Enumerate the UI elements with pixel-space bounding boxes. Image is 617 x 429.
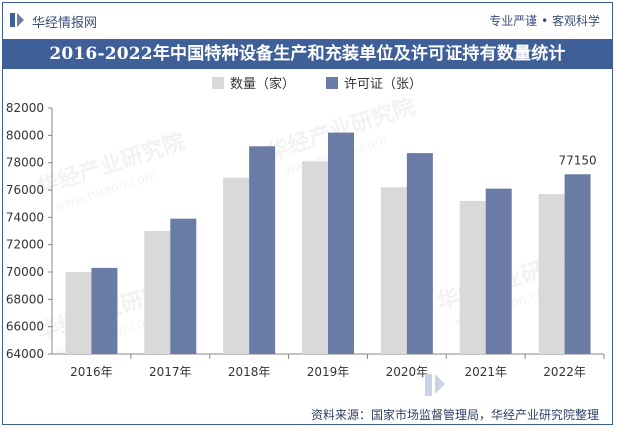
y-tick-label: 66000: [6, 320, 44, 334]
chart-title: 2016-2022年中国特种设备生产和充装单位及许可证持有数量统计: [3, 39, 612, 69]
legend-swatch-1: [326, 77, 338, 89]
bar-count-1: [144, 231, 171, 354]
x-tick-label: 2016年: [70, 365, 113, 379]
y-tick-label: 70000: [6, 265, 44, 279]
top-bar: 华经情报网 专业严谨 • 客观科学: [3, 3, 612, 39]
source-note: 资料来源：国家市场监督管理局，华经产业研究院整理: [310, 408, 599, 422]
x-tick-label: 2017年: [149, 365, 192, 379]
legend-label-1: 许可证（张）: [344, 77, 422, 92]
x-tick-label: 2019年: [307, 365, 350, 379]
bar-license-2: [249, 146, 276, 354]
bar-count-6: [538, 194, 565, 354]
bar-count-3: [302, 161, 328, 354]
y-tick-label: 72000: [6, 238, 44, 252]
bar-license-0: [91, 267, 118, 354]
y-tick-label: 76000: [6, 183, 44, 197]
bar-count-0: [65, 272, 92, 354]
bar-count-2: [223, 177, 250, 354]
x-tick-label: 2020年: [386, 365, 429, 379]
y-tick-label: 80000: [6, 128, 44, 142]
y-tick-label: 68000: [6, 292, 44, 306]
brand-logo-icon: [10, 13, 24, 27]
legend-label-0: 数量（家）: [230, 76, 295, 92]
bar-count-5: [459, 200, 486, 354]
y-tick-label: 82000: [6, 101, 44, 115]
bar-license-6: [564, 174, 591, 354]
legend-swatch-0: [212, 77, 224, 89]
bar-license-4: [406, 153, 433, 354]
bar-count-4: [380, 187, 407, 354]
x-tick-label: 2022年: [543, 365, 586, 379]
brand-slogan: 专业严谨 • 客观科学: [489, 14, 600, 28]
y-tick-label: 74000: [6, 210, 44, 224]
watermark-logo-icon: [425, 374, 445, 396]
y-tick-label: 64000: [6, 347, 44, 361]
bar-license-5: [485, 188, 512, 354]
bar-license-1: [170, 218, 197, 354]
data-label: 77150: [558, 153, 596, 167]
x-tick-label: 2018年: [228, 365, 271, 379]
bar-license-3: [328, 132, 354, 354]
y-tick-label: 78000: [6, 156, 44, 170]
brand-name: 华经情报网: [32, 16, 98, 31]
x-tick-label: 2021年: [464, 365, 507, 379]
